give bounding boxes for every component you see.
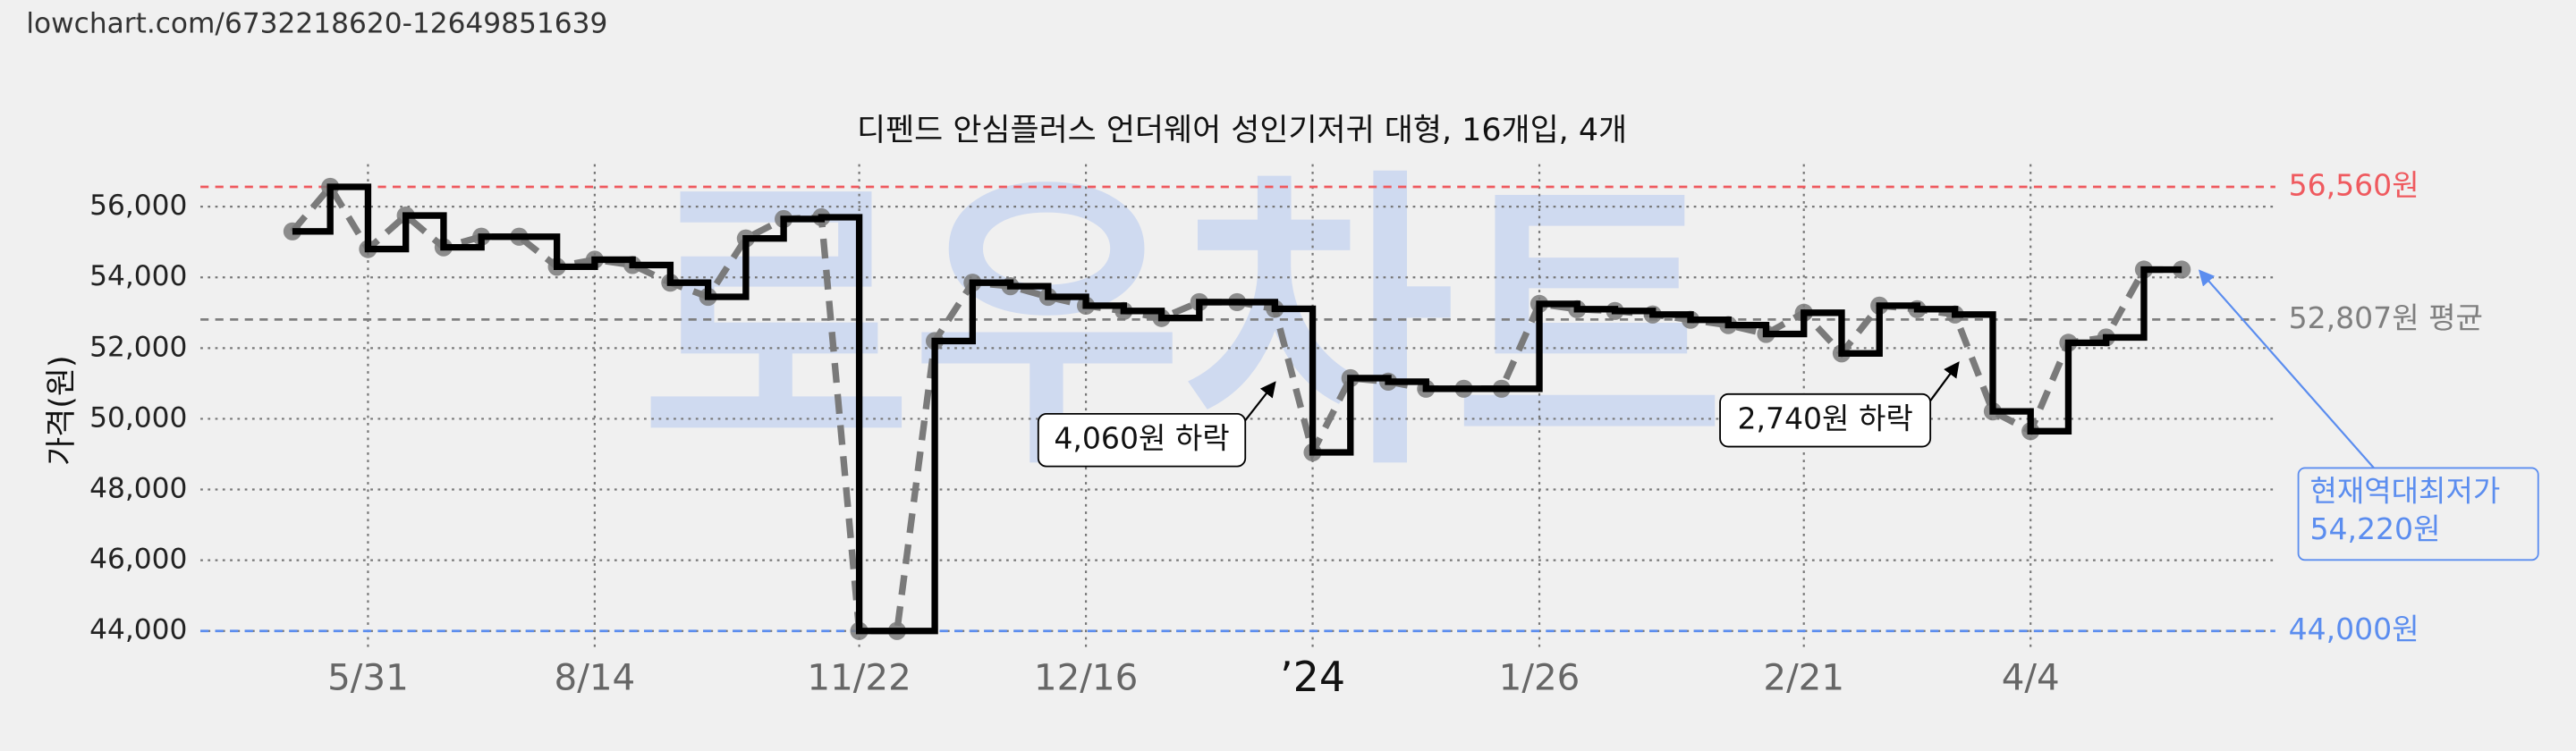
reference-label: 56,560원: [2289, 167, 2419, 202]
y-axis-label: 가격(원): [44, 355, 80, 465]
y-tick-label: 48,000: [89, 473, 187, 505]
annotation-box: [1719, 392, 1932, 448]
x-tick-label: 12/16: [1034, 655, 1138, 698]
y-tick-label: 50,000: [89, 401, 187, 434]
plot: 44,000 46,000 48,000 50,000 52,000 54,000 56,0…: [89, 164, 2539, 701]
y-tick-label: 52,000: [89, 331, 187, 363]
x-tick-label: ’24: [1280, 653, 1345, 701]
x-tick-label: 2/21: [1763, 655, 1844, 698]
annotation-arrow: [1244, 381, 1276, 421]
chart-title: 디펜드 안심플러스 언더웨어 성인기저귀 대형, 16개입, 4개: [857, 113, 1627, 148]
annotation-text: 4,060원 하락: [1054, 421, 1229, 456]
y-tick-label: 54,000: [89, 260, 187, 292]
x-tick-label: 4/4: [2002, 655, 2060, 698]
x-tick-label: 11/22: [807, 655, 911, 698]
annotation-arrow: [2198, 269, 2375, 469]
x-tick-label: 8/14: [555, 655, 636, 698]
annotation-text: 54,220원: [2309, 511, 2440, 546]
price-step-line: [292, 183, 2182, 635]
y-tick-label: 44,000: [89, 614, 187, 646]
annotation-arrow: [1929, 361, 1960, 401]
reference-label: 52,807원 평균: [2289, 300, 2483, 335]
annotation-box: [2297, 467, 2539, 561]
y-tick-label: 46,000: [89, 544, 187, 576]
x-tick-label: 5/31: [327, 655, 409, 698]
y-tick-label: 56,000: [89, 190, 187, 222]
x-tick-label: 1/26: [1499, 655, 1580, 698]
annotation-text: 현재역대최저가: [2309, 474, 2500, 509]
url: lowchart.com/6732218620-12649851639: [26, 8, 607, 40]
annotation-box: [1037, 412, 1247, 468]
annotation-text: 2,740원 하락: [1737, 401, 1912, 436]
reference-label: 44,000원: [2289, 612, 2419, 646]
